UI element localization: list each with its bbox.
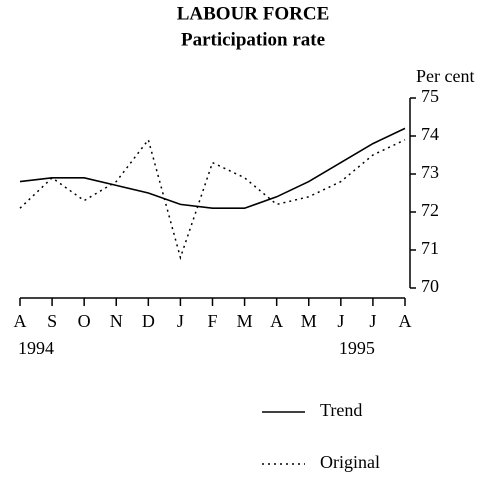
legend-label: Original <box>320 452 380 472</box>
line-series <box>19 127 406 209</box>
x-tick-label: A <box>14 311 27 331</box>
y-tick-label: 73 <box>421 162 439 182</box>
x-tick-label: M <box>301 311 317 331</box>
x-tick-label: N <box>110 311 123 331</box>
x-tick-label: M <box>237 311 253 331</box>
x-tick-label: J <box>177 311 184 331</box>
chart-title: LABOUR FORCE <box>177 3 330 24</box>
x-tick-label: F <box>207 311 217 331</box>
x-tick-label: A <box>399 311 412 331</box>
y-tick-label: 72 <box>421 200 439 220</box>
x-tick-label: D <box>142 311 155 331</box>
x-tick-label: J <box>337 311 344 331</box>
chart-subtitle: Participation rate <box>181 29 325 50</box>
y-axis-label: Per cent <box>416 66 474 86</box>
legend-label: Trend <box>320 400 362 420</box>
x-tick-label: A <box>270 311 283 331</box>
y-tick-label: 74 <box>421 124 439 144</box>
x-tick-label: J <box>369 311 376 331</box>
y-tick-label: 71 <box>421 238 439 258</box>
year-label: 1995 <box>339 338 375 358</box>
x-tick-label: S <box>47 311 57 331</box>
year-label: 1994 <box>18 338 54 358</box>
x-tick-label: O <box>78 311 91 331</box>
line-series <box>19 138 406 261</box>
y-tick-label: 75 <box>421 86 439 106</box>
y-tick-label: 70 <box>421 276 439 296</box>
